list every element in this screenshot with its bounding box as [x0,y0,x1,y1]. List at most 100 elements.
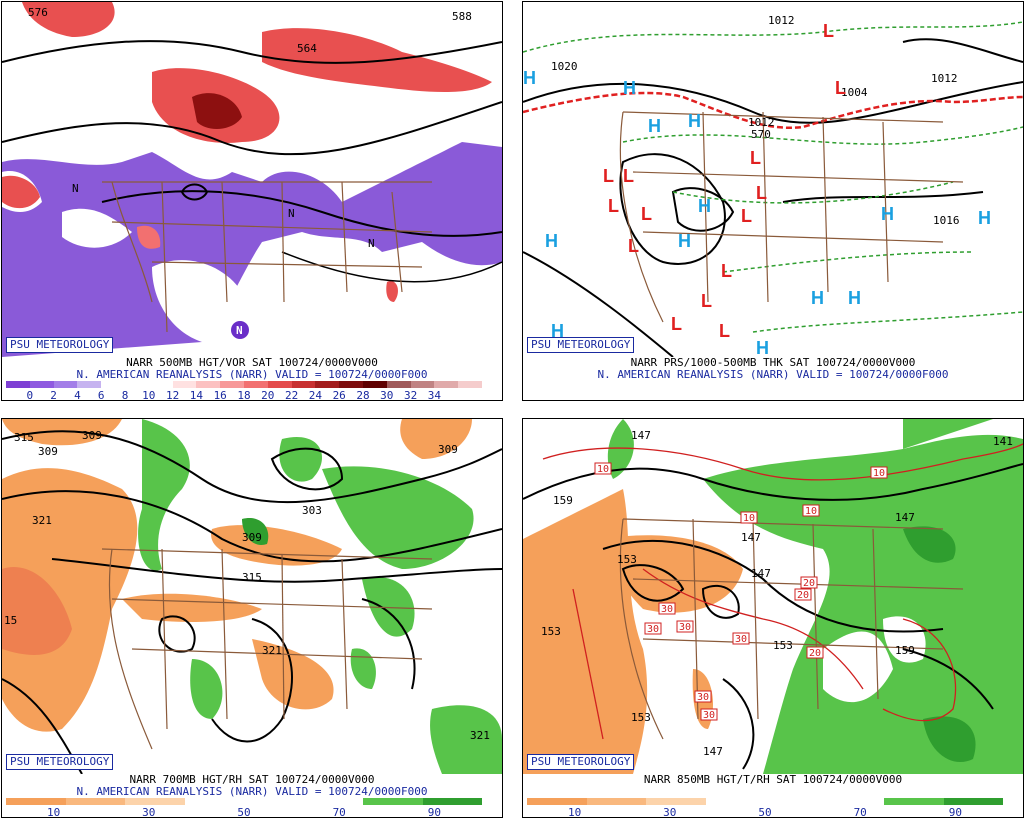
high-pressure-symbol: H [523,68,536,88]
colorbar-segment [339,381,363,388]
high-pressure-symbol: H [756,338,769,357]
colorbar-tick: 16 [213,389,227,401]
height-label: 147 [703,745,723,758]
low-pressure-symbol: L [721,261,732,281]
temperature-label: 20 [803,578,815,589]
colorbar-segment [6,381,30,388]
panel-title: NARR 700MB HGT/RH SAT 100724/0000V000 [129,773,375,786]
colorbar-segment [172,381,197,388]
temperature-label: 20 [797,590,809,601]
colorbar [6,798,482,805]
colorbar-tick: 90 [427,806,442,818]
colorbar-segment [586,798,646,805]
colorbar-segment [824,798,884,805]
colorbar-tick: 32 [403,389,418,401]
height-label: 153 [541,625,561,638]
thickness-label: 570 [751,128,771,141]
colorbar-segment [267,381,292,388]
high-pressure-symbol: H [811,288,824,308]
contour-label: 321 [470,729,490,742]
panel-850mb-temp-rh: 147 159 153 153 153 159 147 147 147 153 … [522,418,1024,818]
height-label: 159 [553,494,573,507]
colorbar-segment [244,798,304,805]
low-pressure-symbol: L [756,183,767,203]
isobar-label: 1016 [933,214,960,227]
colorbar-tick: 10 [142,389,156,401]
psu-meteorology-badge: PSU METEOROLOGY [527,754,635,770]
temperature-label: 30 [697,692,709,703]
colorbar-segment [101,381,125,388]
colorbar-segment [29,381,54,388]
height-label: 141 [993,435,1013,448]
temperature-label: 30 [735,634,747,645]
colorbar-segment [458,381,482,388]
vorticity-min-symbol: N [288,207,295,220]
contour-label: 564 [297,42,317,55]
colorbar-tick: 22 [284,389,299,401]
height-label: 147 [631,429,651,442]
panel-valid-time: N. AMERICAN REANALYSIS (NARR) VALID = 10… [76,785,428,798]
vorticity-min-symbol: N [236,324,243,337]
colorbar-tick: 30 [142,806,156,818]
vorticity-min-symbol: N [368,237,375,250]
colorbar-segment [386,381,411,388]
colorbar-tick: 30 [380,389,394,401]
temperature-label: 10 [597,464,609,475]
contour-label: 321 [32,514,52,527]
colorbar-segment [196,381,221,388]
colorbar [527,798,1003,805]
low-pressure-symbol: L [823,21,834,41]
colorbar-tick: 18 [237,389,251,401]
low-pressure-symbol: L [623,166,634,186]
panel-title: NARR 500MB HGT/VOR SAT 100724/0000V000 [126,356,378,369]
colorbar-ticks: 0 2 4 6 8 10 12 14 16 18 20 22 24 26 28 30 32 34 [6,390,482,401]
high-pressure-symbol: H [698,196,711,216]
colorbar-tick: 70 [332,806,346,818]
colorbar-tick: 50 [237,806,251,818]
high-pressure-symbol: H [551,321,564,341]
colorbar-tick: 34 [427,389,442,401]
colorbar-segment [884,798,944,805]
low-pressure-symbol: L [671,314,682,334]
colorbar-segment [527,798,587,805]
colorbar-tick: 4 [74,389,81,401]
high-pressure-symbol: H [648,116,661,136]
high-pressure-symbol: H [545,231,558,251]
colorbar-segment [220,381,244,388]
colorbar-segment [125,798,185,805]
height-label: 153 [617,553,637,566]
high-pressure-symbol: H [848,288,861,308]
psu-meteorology-badge: PSU METEOROLOGY [6,754,114,770]
contour-label: 303 [302,504,322,517]
colorbar-tick: 8 [121,389,129,401]
colorbar-tick: 70 [853,806,867,818]
colorbar-segment [184,798,244,805]
temperature-label: 30 [679,622,691,633]
colorbar-tick: 10 [567,806,582,818]
panel-title: NARR PRS/1000-500MB THK SAT 100724/0000V… [630,356,916,369]
contour-label: 309 [38,445,58,458]
high-pressure-symbol: H [881,204,894,224]
colorbar-segment [705,798,765,805]
low-pressure-symbol: L [701,291,712,311]
colorbar-segment [243,381,268,388]
colorbar-tick: 90 [948,806,963,818]
temperature-label: 20 [809,648,821,659]
low-pressure-symbol: L [750,148,761,168]
temperature-label: 30 [647,624,659,635]
temperature-label: 10 [805,506,817,517]
map-pressure: 1012 1020 1004 1012 1012 570 1016 H H H … [523,2,1023,357]
low-pressure-symbol: L [628,236,639,256]
colorbar-tick: 50 [758,806,772,818]
vorticity-min-symbol: N [72,182,79,195]
colorbar-tick: 10 [46,806,61,818]
colorbar-ticks: 10 30 50 70 90 [6,807,482,818]
contour-label: 315 [242,571,262,584]
colorbar-segment [148,381,173,388]
low-pressure-symbol: L [603,166,614,186]
low-pressure-symbol: L [835,78,846,98]
contour-label: 321 [262,644,282,657]
isobar-label: 1004 [841,86,868,99]
colorbar-segment [646,798,706,805]
colorbar-segment [65,798,125,805]
